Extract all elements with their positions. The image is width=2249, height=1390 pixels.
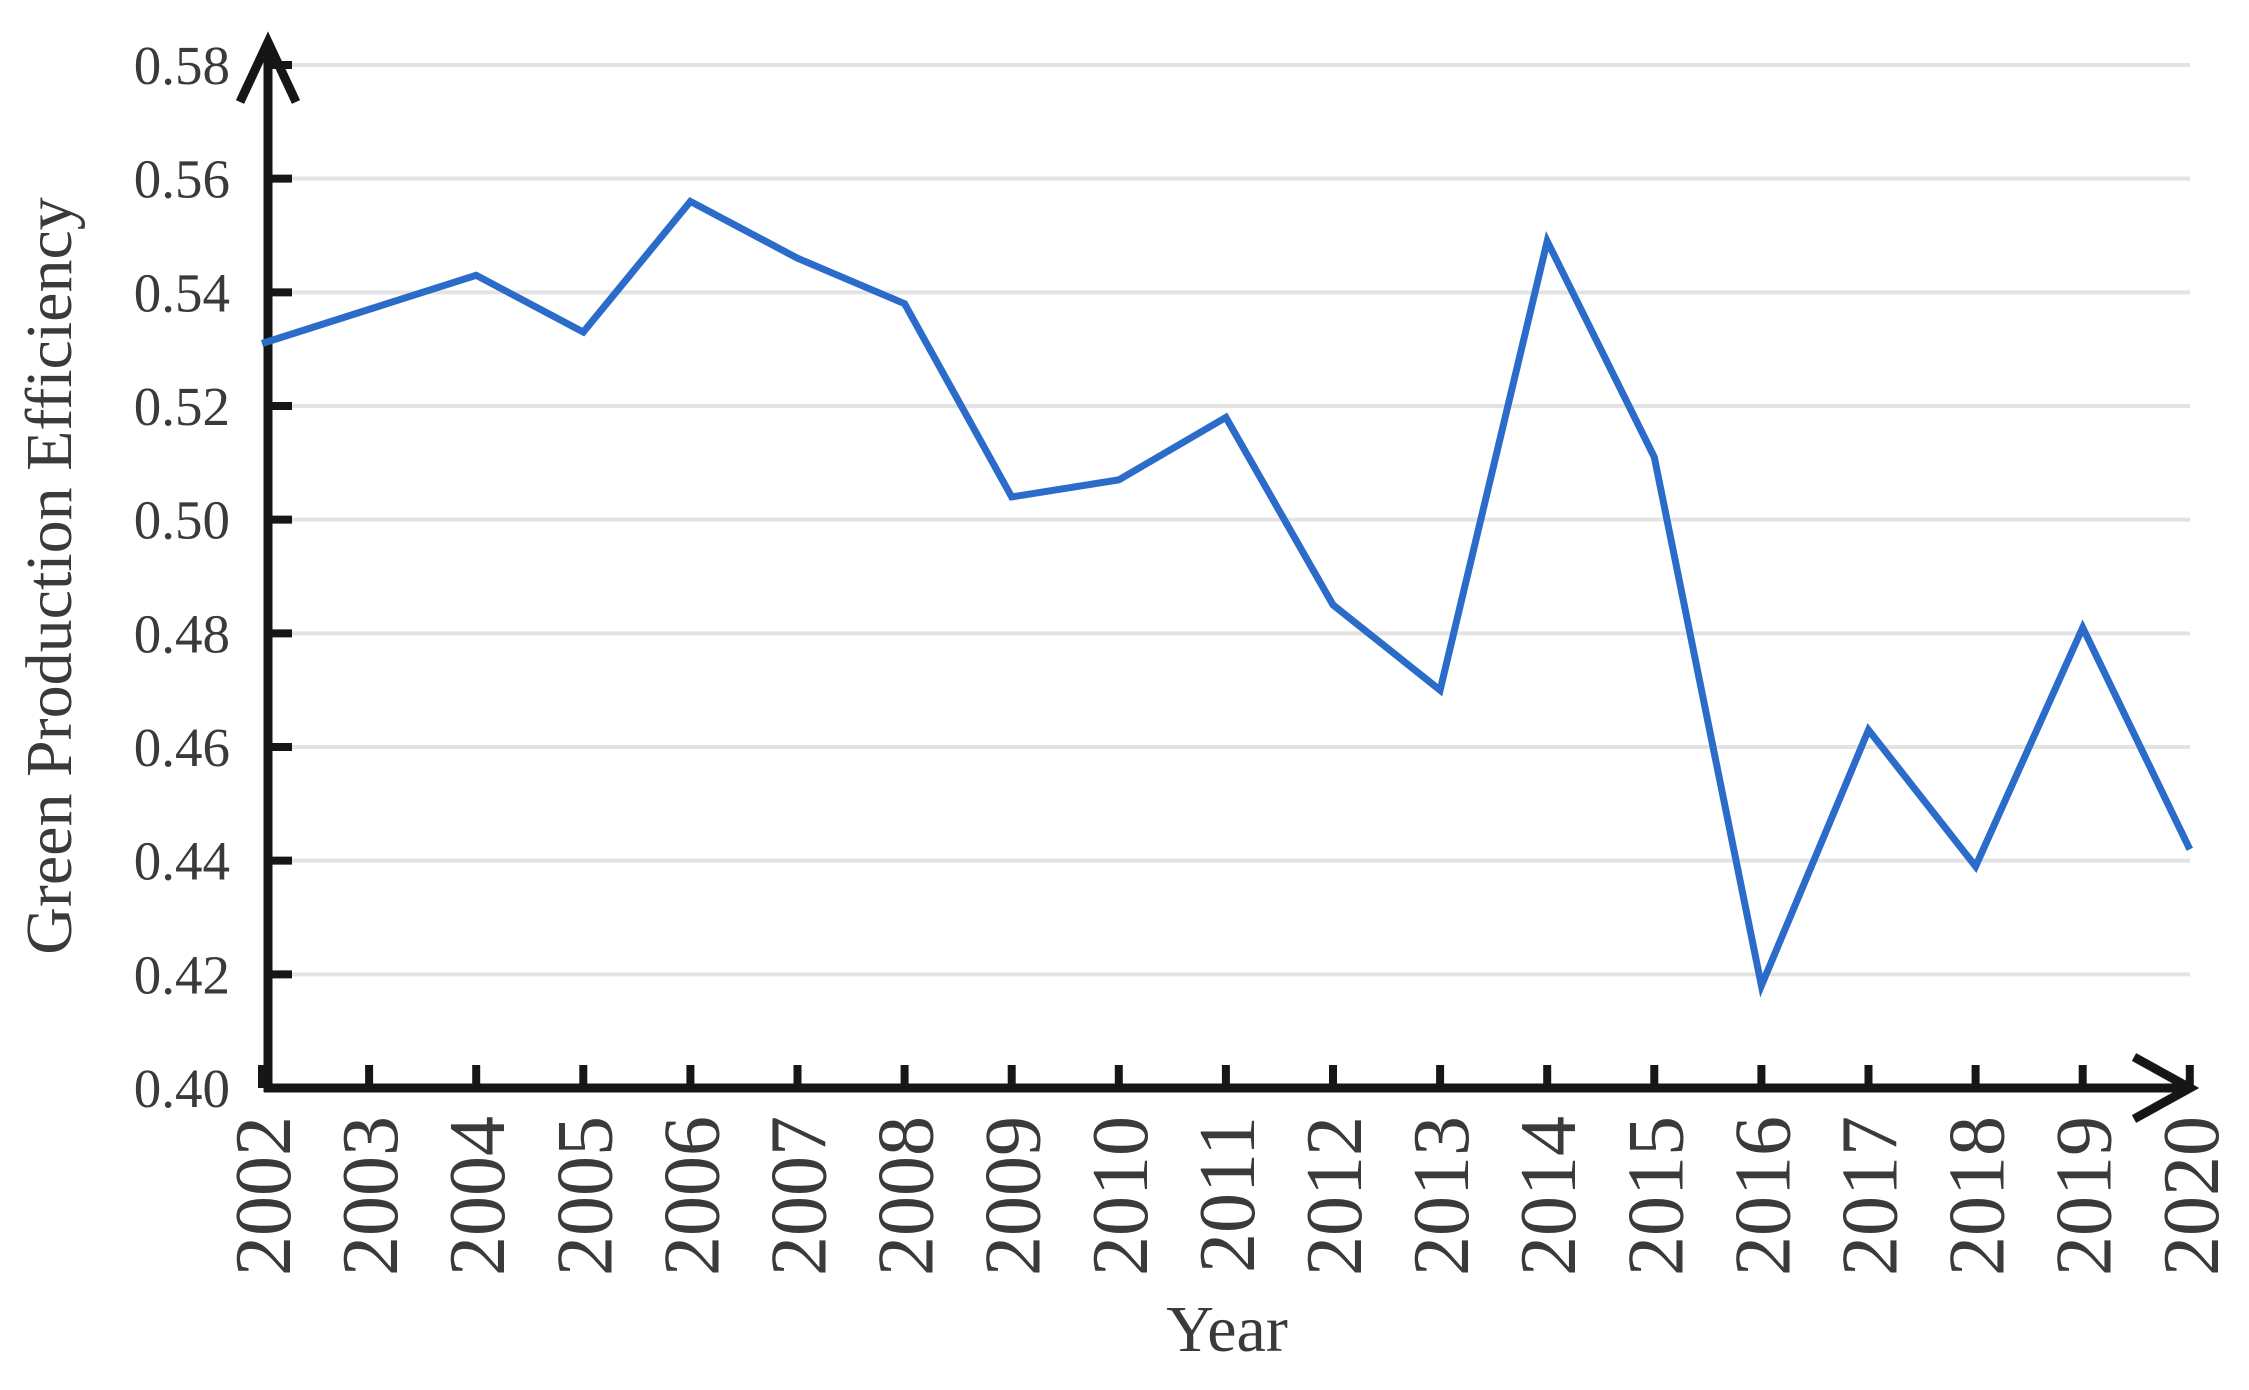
x-tick-label: 2002 [220,1116,308,1276]
x-tick-label: 2005 [541,1116,629,1276]
x-tick-label: 2010 [1077,1116,1165,1276]
x-tick-label: 2011 [1184,1116,1272,1273]
x-tick-label: 2014 [1505,1116,1593,1276]
y-tick-label: 0.48 [134,603,230,664]
x-tick-label: 2019 [2041,1116,2129,1276]
x-axis-title: Year [1166,1293,1288,1366]
y-tick-label: 0.44 [134,831,230,892]
y-tick-label: 0.54 [134,262,230,323]
y-tick-label: 0.50 [134,490,230,551]
x-tick-label: 2016 [1719,1116,1807,1276]
x-tick-label: 2006 [648,1116,736,1276]
x-tick-label: 2003 [327,1116,415,1276]
y-tick-label: 0.42 [134,944,230,1005]
x-tick-label: 2008 [863,1116,951,1276]
data-line-green-production-efficiency [260,196,2193,998]
y-tick-label: 0.52 [134,376,230,437]
x-tick-label: 2018 [1934,1116,2022,1276]
x-tick-label: 2013 [1398,1116,1486,1276]
x-tick-label: 2007 [756,1116,844,1276]
x-tick-label: 2015 [1612,1116,1700,1276]
y-tick-label: 0.58 [134,35,230,96]
x-tick-label: 2017 [1827,1116,1915,1276]
y-axis-title: Green Production Efficiency [13,197,86,955]
x-tick-label: 2009 [970,1116,1058,1276]
y-tick-label: 0.40 [134,1058,230,1119]
y-tick-label: 0.46 [134,717,230,778]
x-tick-label: 2004 [434,1116,522,1276]
x-tick-label: 2012 [1291,1116,1379,1276]
x-tick-label: 2020 [2148,1116,2236,1276]
y-tick-label: 0.56 [134,149,230,210]
y-axis-arrow-icon [235,31,301,104]
